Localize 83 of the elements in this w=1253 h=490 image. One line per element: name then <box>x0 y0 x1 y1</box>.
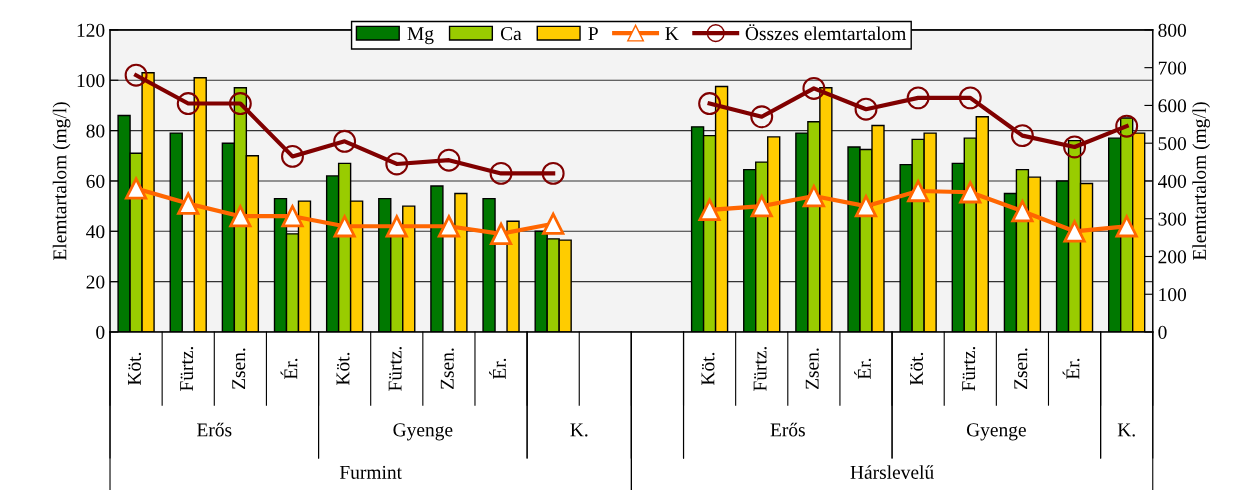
point <box>281 205 304 228</box>
text: Gyenge <box>966 423 1026 441</box>
point <box>229 205 252 228</box>
x-tick-label: Fürtz. <box>962 346 976 391</box>
point <box>854 195 878 218</box>
point <box>333 129 357 153</box>
point <box>333 215 356 238</box>
legend-label: Ca <box>500 27 522 41</box>
point <box>698 92 722 115</box>
text: Erős <box>770 422 805 437</box>
x-tick-label: Ér. <box>854 358 871 380</box>
x-tick-label: Ér. <box>1062 358 1080 380</box>
y2-tick-label: 600 <box>1158 99 1187 113</box>
point <box>698 198 721 222</box>
point <box>907 179 930 203</box>
text: Furmint <box>339 465 402 479</box>
point <box>124 63 148 87</box>
point <box>1115 215 1138 238</box>
y2-tick-label: 200 <box>1158 250 1187 264</box>
point <box>385 152 409 176</box>
text: K. <box>570 423 588 437</box>
y-axis-title: Elemtartalom (mg/l) <box>52 102 71 261</box>
point <box>750 195 773 218</box>
y2-tick-label: 100 <box>1159 288 1187 302</box>
x-tick-label: Ér. <box>280 358 298 380</box>
x-tick-label: Köt. <box>910 352 924 386</box>
y-tick-label: 120 <box>77 23 105 37</box>
point <box>1011 200 1034 223</box>
point <box>1115 114 1139 138</box>
y2-axis-title: Elemtartalom (mg/l) <box>1192 102 1211 261</box>
x-tick-label: Zsen. <box>805 348 819 389</box>
x-tick-label: Fürtz. <box>388 346 402 391</box>
point <box>1010 124 1034 148</box>
point <box>385 215 408 238</box>
point <box>906 86 930 110</box>
x-tick-label: Zsen. <box>232 348 246 389</box>
y2-tick-label: 400 <box>1158 174 1187 188</box>
point <box>959 181 982 204</box>
y2-tick-label: 500 <box>1158 137 1187 151</box>
point <box>176 92 200 115</box>
text: Erős <box>197 422 232 437</box>
point <box>489 222 513 245</box>
text: Hárslevelű <box>850 465 934 479</box>
point <box>1063 220 1086 243</box>
point <box>541 161 565 185</box>
text: K. <box>1117 423 1135 437</box>
legend-label: Összes elemtartalom <box>745 24 907 41</box>
y-tick-label: 60 <box>86 174 105 188</box>
legend-label: K <box>665 27 679 40</box>
legend-label: Mg <box>407 27 434 45</box>
point <box>854 97 878 121</box>
x-tick-label: Fürtz. <box>180 346 194 391</box>
x-tick-label: Fürtz. <box>753 346 767 391</box>
x-tick-label: Köt. <box>336 352 350 386</box>
point <box>228 92 252 115</box>
y-tick-label: 80 <box>86 124 105 138</box>
x-tick-label: Ér. <box>489 358 506 380</box>
text: Gyenge <box>393 423 453 441</box>
point <box>124 177 148 200</box>
x-tick-label: Zsen. <box>1014 348 1028 389</box>
point <box>489 161 513 185</box>
point <box>437 148 461 172</box>
y2-tick-label: 0 <box>1158 325 1167 339</box>
y2-tick-label: 300 <box>1158 212 1187 226</box>
point <box>281 144 304 168</box>
point <box>177 192 200 215</box>
x-tick-label: Zsen. <box>440 348 454 389</box>
point <box>958 86 982 110</box>
y2-tick-label: 700 <box>1158 61 1187 75</box>
point <box>802 184 825 208</box>
point <box>542 212 565 235</box>
y-tick-label: 100 <box>77 74 105 88</box>
y-tick-label: 40 <box>86 225 105 239</box>
y2-tick-label: 800 <box>1158 23 1187 37</box>
legend-label: P <box>588 27 598 40</box>
point <box>750 105 774 129</box>
x-tick-label: Köt. <box>701 352 715 386</box>
point <box>1063 135 1087 159</box>
y-tick-label: 0 <box>96 325 105 339</box>
point <box>802 76 826 100</box>
y-tick-label: 20 <box>86 275 105 289</box>
x-tick-label: Köt. <box>128 352 142 386</box>
point <box>437 215 461 238</box>
